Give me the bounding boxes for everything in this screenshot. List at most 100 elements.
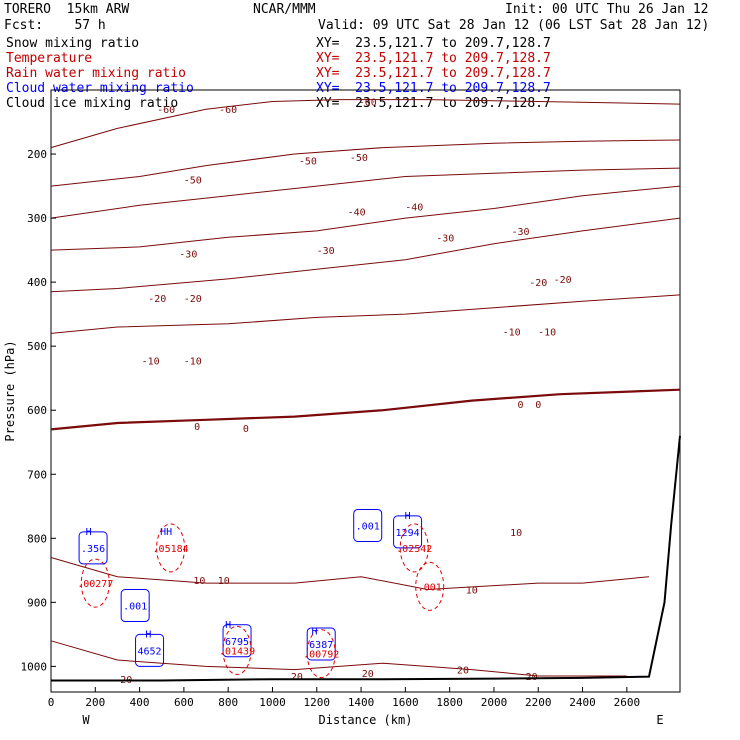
cloud-water-contour	[306, 627, 336, 661]
plot-frame	[50, 89, 681, 693]
cloud-water-label: 1294	[396, 528, 420, 539]
rain-water-contour	[415, 561, 445, 611]
y-tick-label: 600	[27, 404, 47, 417]
isotherm-label: -60	[219, 105, 237, 116]
rain-water-label: .02542	[396, 544, 432, 555]
x-tick-label: 1200	[304, 696, 331, 709]
isotherm-label: -40	[405, 203, 423, 214]
isotherm-label: -20	[148, 294, 166, 305]
isotherm-label: 0	[535, 400, 541, 411]
x-tick-label: 1000	[259, 696, 286, 709]
x-tick-label: 600	[174, 696, 194, 709]
x-tick-label: 2400	[569, 696, 596, 709]
x-tick-label: 1400	[348, 696, 375, 709]
isotherm-label: -10	[538, 327, 556, 338]
isotherm-line	[50, 217, 681, 293]
y-tick-label: 1000	[21, 660, 48, 673]
x-tick-label: 2000	[481, 696, 508, 709]
isotherm-label: -20	[554, 275, 572, 286]
x-axis-title: Distance (km)	[319, 713, 413, 727]
legend-xy-label: XY= 23.5,121.7 to 209.7,128.7	[316, 66, 551, 81]
valid-time: Valid: 09 UTC Sat 28 Jan 12 (06 LST Sat …	[318, 18, 710, 33]
legend-xy-label: XY= 23.5,121.7 to 209.7,128.7	[316, 51, 551, 66]
y-axis-title: Pressure (hPa)	[3, 340, 17, 441]
y-tick-label: 800	[27, 532, 47, 545]
rain-water-label: .001	[418, 582, 442, 593]
x-tick-label: 1800	[436, 696, 463, 709]
isotherm-label: -60	[359, 98, 377, 109]
isotherm-label: -60	[157, 105, 175, 116]
isotherm-label: -40	[348, 208, 366, 219]
forecast-hour: Fcst: 57 h	[4, 18, 106, 33]
isotherm-label: 10	[218, 576, 230, 587]
cloud-water-contour	[78, 531, 108, 565]
high-marker: H	[405, 511, 411, 522]
x-tick-label: 800	[218, 696, 238, 709]
isotherm-line	[50, 167, 681, 219]
high-marker: H	[225, 620, 231, 631]
x-tick-label: 2600	[614, 696, 641, 709]
x-end-label-west: W	[82, 713, 90, 727]
y-tick-label: 200	[27, 148, 47, 161]
x-tick-label: 1600	[392, 696, 419, 709]
isotherm-label: -10	[503, 327, 521, 338]
rain-water-contour	[306, 629, 336, 679]
isotherm-label: 10	[193, 576, 205, 587]
legend-field-label: Cloud water mixing ratio	[6, 81, 194, 96]
cloud-water-label: .001	[123, 602, 147, 613]
rain-water-label: .01439	[219, 646, 255, 657]
cloud-water-label: .356	[81, 544, 105, 555]
rain-water-label: .05184	[153, 544, 189, 555]
y-tick-label: 400	[27, 276, 47, 289]
rain-water-label: .00277	[77, 579, 113, 590]
isotherm-label: 20	[291, 672, 303, 683]
x-end-label-east: E	[656, 713, 663, 727]
isotherm-line	[50, 294, 681, 334]
isotherm-label: 0	[518, 400, 524, 411]
legend-field-label: Cloud ice mixing ratio	[6, 96, 179, 111]
isotherm-label: -10	[142, 356, 160, 367]
cloud-water-contour	[393, 515, 423, 549]
isotherm-label: -20	[184, 294, 202, 305]
high-marker: H	[86, 527, 92, 538]
rain-water-contour	[156, 523, 186, 573]
cloud-water-contour	[222, 624, 252, 658]
init-time: Init: 00 UTC Thu 26 Jan 12	[505, 2, 709, 17]
y-tick-label: 700	[27, 468, 47, 481]
high-marker: HH	[160, 527, 172, 538]
legend-field-label: Rain water mixing ratio	[6, 66, 187, 81]
cloud-water-contour	[120, 589, 150, 623]
isotherm-label: -30	[179, 249, 197, 260]
isotherm-label: 20	[362, 669, 374, 680]
isotherm-label: -50	[184, 176, 202, 187]
legend-field-label: Snow mixing ratio	[6, 36, 140, 51]
isotherm-label: -30	[317, 246, 335, 257]
x-tick-label: 200	[85, 696, 105, 709]
terrain-line	[51, 435, 681, 682]
isotherm-label: -50	[299, 156, 317, 167]
cloud-water-label: .001	[356, 521, 380, 532]
isotherm-label: -50	[350, 153, 368, 164]
cloud-water-contour	[135, 633, 165, 667]
isotherm-label: -30	[436, 233, 454, 244]
cloud-water-label: 4652	[138, 646, 162, 657]
x-tick-label: 0	[48, 696, 55, 709]
model-title: TORERO 15km ARW	[4, 2, 130, 17]
isotherm-label: 10	[466, 586, 478, 597]
cloud-water-label: 6795	[225, 637, 249, 648]
isotherm-line	[50, 185, 681, 251]
isotherm-label: -20	[529, 278, 547, 289]
legend-field-label: Temperature	[6, 51, 93, 66]
rain-water-label: .00792	[303, 650, 339, 661]
y-tick-label: 900	[27, 596, 47, 609]
center-title: NCAR/MMM	[253, 2, 316, 17]
isotherm-line	[50, 557, 650, 591]
high-marker: H	[312, 626, 318, 637]
rain-water-contour	[222, 625, 252, 675]
isotherm-label: -30	[512, 227, 530, 238]
isotherm-line	[50, 139, 681, 187]
x-tick-label: 400	[130, 696, 150, 709]
isotherm-label: 20	[457, 666, 469, 677]
x-tick-label: 2200	[525, 696, 552, 709]
